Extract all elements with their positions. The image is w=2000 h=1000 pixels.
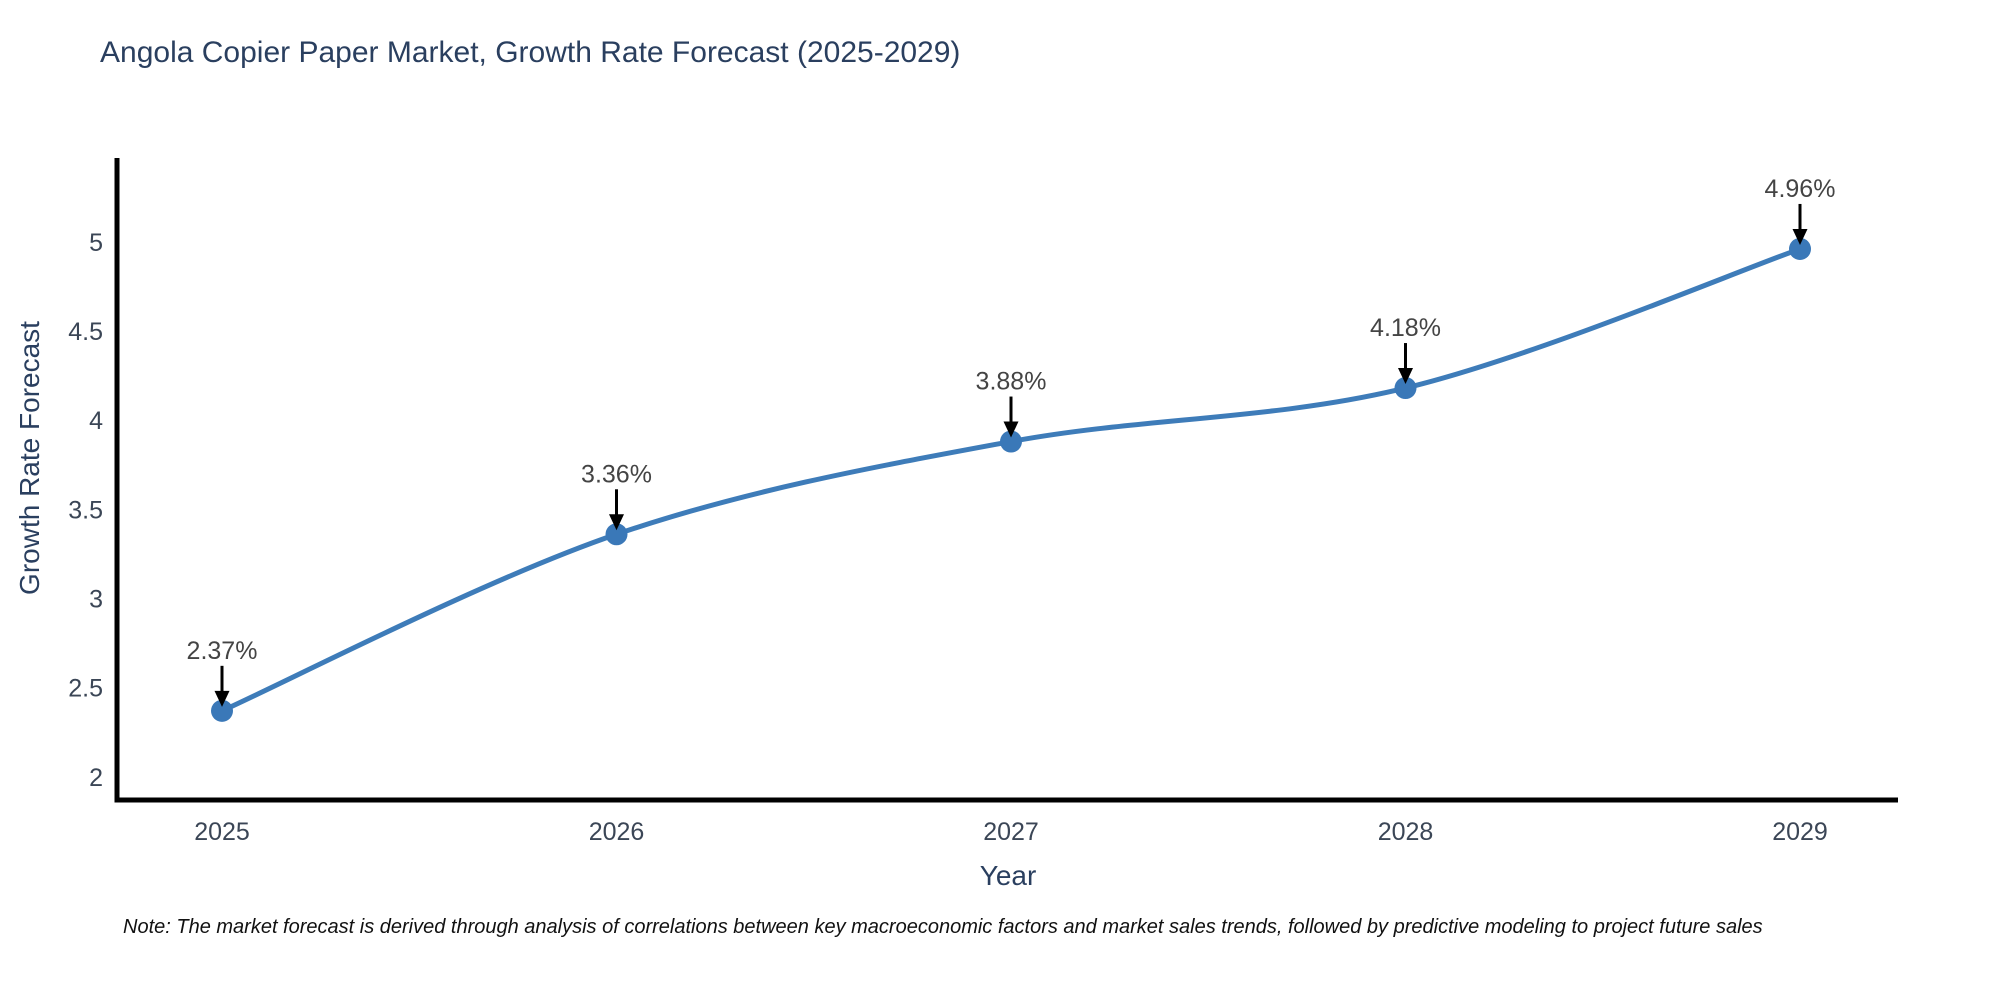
data-point-marker bbox=[605, 523, 628, 546]
y-tick-label: 4 bbox=[89, 407, 103, 435]
line-plot: 2 2.5 3 3.5 4 4.5 5 2025 2026 2027 2028 2029 2.37% 3.… bbox=[68, 158, 1898, 846]
data-point-marker bbox=[1789, 237, 1811, 260]
x-tick-label: 2026 bbox=[589, 818, 645, 846]
y-tick-label: 3 bbox=[89, 585, 103, 613]
y-tick-label: 4.5 bbox=[68, 318, 103, 346]
x-tick-label: 2029 bbox=[1772, 818, 1828, 846]
trend-line bbox=[219, 246, 1803, 714]
data-point-annotation: 4.18% bbox=[1370, 314, 1441, 342]
data-point-annotation: 3.88% bbox=[976, 368, 1047, 396]
y-tick-label: 2 bbox=[89, 764, 103, 792]
data-point-marker bbox=[1394, 377, 1417, 400]
x-tick-label: 2028 bbox=[1378, 818, 1434, 846]
annotation-arrowhead bbox=[609, 514, 624, 531]
y-tick-label: 2.5 bbox=[68, 675, 103, 703]
x-tick-label: 2025 bbox=[194, 818, 250, 846]
data-point-annotation: 4.96% bbox=[1765, 175, 1836, 203]
chart-title: Angola Copier Paper Market, Growth Rate … bbox=[100, 36, 961, 69]
data-point-annotation: 3.36% bbox=[581, 460, 652, 488]
data-point-marker bbox=[211, 699, 233, 722]
annotation-arrowhead bbox=[214, 690, 230, 707]
x-axis-title: Year bbox=[979, 860, 1037, 891]
y-tick-label: 5 bbox=[89, 229, 103, 257]
data-point-marker bbox=[1000, 430, 1022, 453]
annotation-arrowhead bbox=[1398, 368, 1413, 385]
y-axis-title: Growth Rate Forecast bbox=[14, 321, 45, 595]
x-tick-label: 2027 bbox=[983, 818, 1039, 846]
footnote: Note: The market forecast is derived thr… bbox=[123, 916, 1763, 938]
data-point-annotation: 2.37% bbox=[187, 637, 258, 665]
annotation-arrowhead bbox=[1792, 228, 1808, 245]
y-tick-label: 3.5 bbox=[68, 496, 103, 524]
annotation-arrowhead bbox=[1003, 421, 1019, 438]
